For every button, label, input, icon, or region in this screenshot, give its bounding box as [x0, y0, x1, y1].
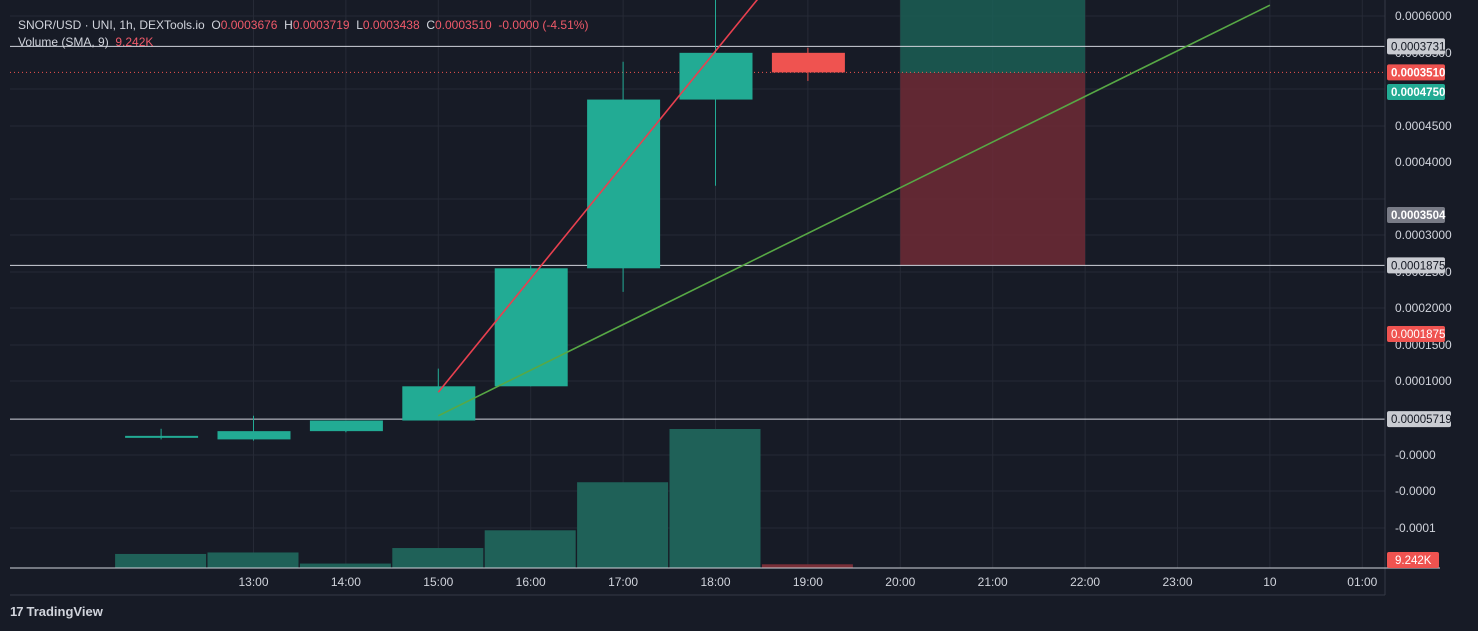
time-tick-label: 01:00 [1347, 575, 1377, 589]
price-label-bg [1387, 207, 1445, 223]
stop-zone [900, 73, 1086, 266]
volume-tick-label: -0.0000 [1395, 484, 1436, 498]
volume-bar [669, 429, 761, 568]
trend-lines [437, 0, 1271, 417]
price-label: 0.0004750 [1391, 87, 1445, 99]
time-tick-label: 17:00 [608, 575, 638, 589]
time-tick-label: 20:00 [885, 575, 915, 589]
volume-bar [484, 530, 576, 568]
legend-high-value: 0.0003719 [292, 18, 350, 32]
price-tick-label: 0.0004500 [1395, 119, 1452, 133]
legend-change: -0.0000 (-4.51%) [498, 18, 589, 32]
price-tick-label: 0.0004000 [1395, 155, 1452, 169]
volume-tick-label: -0.0001 [1395, 521, 1436, 535]
legend-low-label: L [356, 18, 363, 32]
legend-open-value: 0.0003676 [220, 18, 278, 32]
price-label: 0.00005719 [1391, 414, 1452, 426]
time-tick-label: 22:00 [1070, 575, 1100, 589]
volume-label-bg [1387, 552, 1439, 568]
price-labels: 0.00047500.00047170.00037310.00035100.00… [1387, 38, 1452, 568]
candle-body [217, 431, 291, 440]
legend-high-label: H [284, 18, 293, 32]
candles [125, 0, 845, 441]
brand-name: TradingView [26, 604, 103, 619]
price-tick-label: 0.0001000 [1395, 374, 1452, 388]
time-tick-label: 13:00 [238, 575, 268, 589]
legend-open-label: O [211, 18, 221, 32]
tradingview-logo-icon: 17 [10, 604, 24, 619]
volume-bar [115, 553, 207, 568]
candle-body [309, 420, 383, 432]
volume-bar [392, 548, 484, 568]
position-zones [900, 0, 1086, 266]
price-label: 0.0003510 [1391, 67, 1445, 79]
volume-bar [577, 482, 669, 568]
volume-tick-label: -0.0000 [1395, 448, 1436, 462]
time-tick-label: 15:00 [423, 575, 453, 589]
legend-close-value: 0.0003510 [434, 18, 492, 32]
price-label: 0.0003731 [1391, 41, 1445, 53]
green-trendline [437, 4, 1271, 417]
candle-body [771, 52, 845, 73]
time-tick-label: 14:00 [331, 575, 361, 589]
time-tick-label: 23:00 [1162, 575, 1192, 589]
legend-low-value: 0.0003438 [362, 18, 420, 32]
horizontal-lines [10, 45, 1385, 420]
price-tick-label: 0.0003000 [1395, 228, 1452, 242]
price-label: 0.0001875 [1391, 260, 1445, 272]
legend-close-label: C [426, 18, 435, 32]
time-tick-label: 16:00 [516, 575, 546, 589]
price-tick-label: 0.0006000 [1395, 9, 1452, 23]
volume-bars [115, 429, 853, 568]
price-tick-label: 0.0002000 [1395, 301, 1452, 315]
volume-label: 9.242K [1395, 555, 1432, 567]
red-trendline [437, 0, 759, 393]
volume-bar [761, 564, 853, 568]
price-label-bg [1387, 84, 1445, 100]
target-zone [900, 0, 1086, 74]
price-label: 0.0001875 [1391, 329, 1445, 341]
legend-symbol: SNOR/USD · UNI, 1h, DEXTools.io [18, 18, 205, 32]
time-tick-label: 18:00 [700, 575, 730, 589]
legend-volume-label: Volume (SMA, 9) [18, 35, 109, 49]
price-label-bg [1387, 64, 1445, 81]
time-tick-label: 19:00 [793, 575, 823, 589]
tradingview-brand[interactable]: 17 TradingView [10, 604, 103, 619]
candle-body [494, 268, 568, 387]
candle-body [587, 99, 661, 269]
legend-volume-row: Volume (SMA, 9) 9.242K [18, 34, 588, 51]
chart-legend: SNOR/USD · UNI, 1h, DEXTools.io O0.00036… [18, 17, 588, 51]
legend-ohlc-row: SNOR/USD · UNI, 1h, DEXTools.io O0.00036… [18, 17, 588, 34]
price-label-bg [1387, 326, 1445, 342]
volume-bar [299, 563, 391, 568]
time-tick-label: 10 [1263, 575, 1277, 589]
candle-body [679, 52, 753, 100]
candle-body [125, 435, 199, 438]
axes: 13:00 14:00 15:00 16:00 17:00 18:00 19:00 20:00… [10, 0, 1452, 596]
price-label-bg [1387, 38, 1445, 55]
price-label-bg [1387, 411, 1451, 428]
price-label: 0.0003504 [1391, 210, 1446, 222]
price-label-bg [1387, 257, 1445, 274]
time-tick-label: 21:00 [978, 575, 1008, 589]
legend-volume-value: 9.242K [115, 35, 154, 49]
volume-bar [207, 552, 299, 568]
